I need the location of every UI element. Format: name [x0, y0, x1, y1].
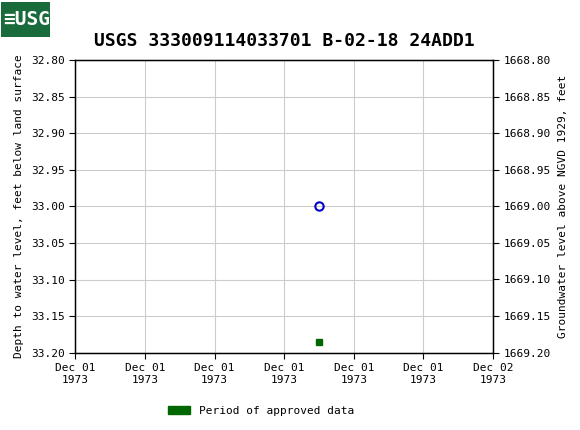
Text: ≡USGS: ≡USGS — [3, 10, 61, 29]
Y-axis label: Groundwater level above NGVD 1929, feet: Groundwater level above NGVD 1929, feet — [557, 75, 568, 338]
Title: USGS 333009114033701 B-02-18 24ADD1: USGS 333009114033701 B-02-18 24ADD1 — [94, 32, 474, 50]
FancyBboxPatch shape — [1, 2, 50, 37]
Y-axis label: Depth to water level, feet below land surface: Depth to water level, feet below land su… — [14, 55, 24, 358]
Legend: Period of approved data: Period of approved data — [164, 401, 358, 420]
